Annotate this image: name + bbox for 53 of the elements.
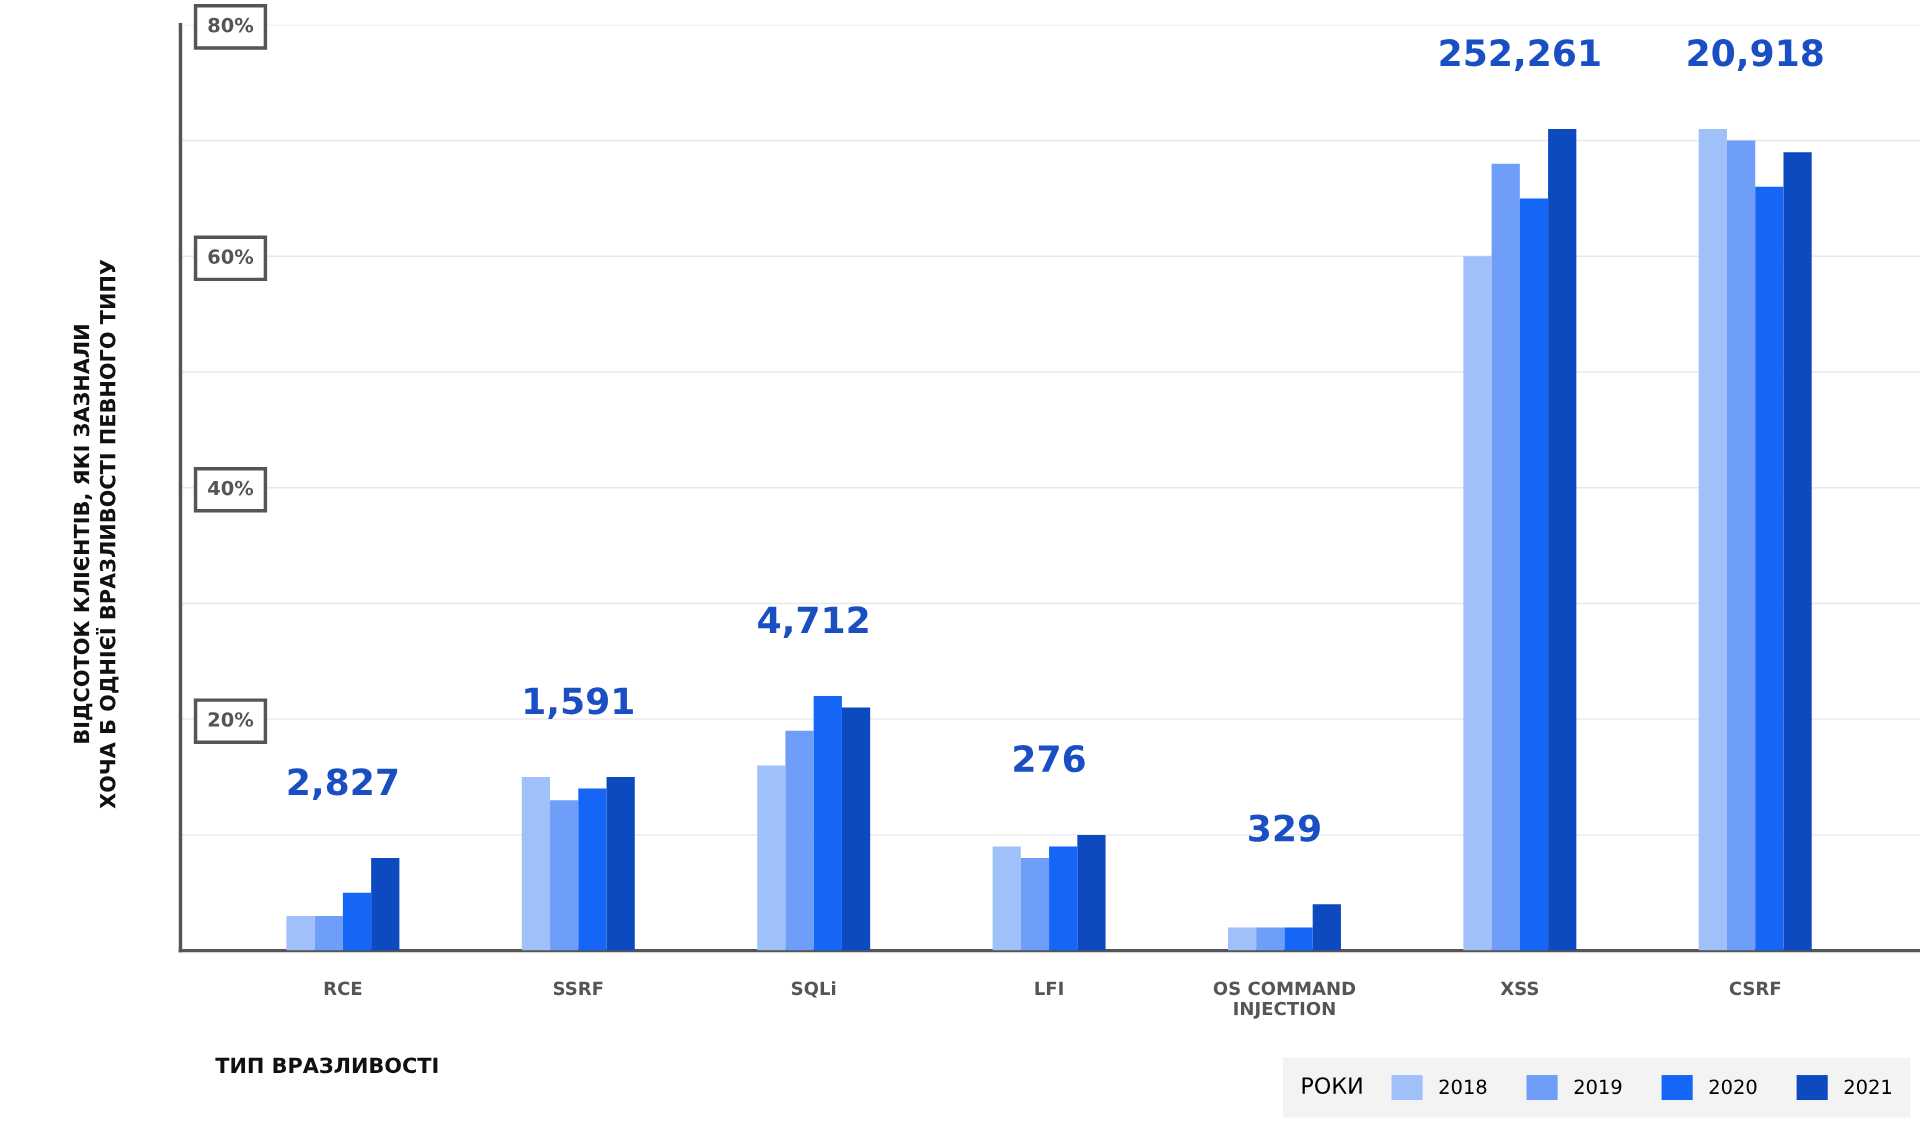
bar: [1284, 927, 1313, 951]
x-tick-label: CSRF: [1729, 981, 1781, 996]
bar: [1312, 904, 1341, 951]
bar: [757, 765, 786, 951]
legend-label: 2019: [1574, 1079, 1622, 1095]
bar: [1077, 834, 1106, 951]
bar: [1519, 198, 1549, 951]
y-tick-label: 40%: [208, 480, 254, 496]
y-tick-label: 60%: [208, 249, 254, 264]
x-tick-label: RCE: [324, 981, 362, 996]
bar: [286, 915, 315, 951]
bar: [578, 788, 607, 951]
bar: [813, 696, 842, 951]
annotation: 1,591: [525, 687, 633, 720]
legend-label: 2021: [1844, 1079, 1891, 1095]
bar: [841, 707, 871, 951]
bar: [1463, 256, 1492, 951]
annotation: 4,712: [758, 606, 868, 639]
bar: [1698, 128, 1727, 951]
annotation: 329: [1249, 814, 1320, 842]
legend-label: 2020: [1709, 1079, 1757, 1095]
bar: [1726, 140, 1756, 951]
x-tick-label: SSRF: [553, 981, 603, 996]
y-tick-label: 20%: [208, 712, 254, 727]
bar: [1227, 927, 1257, 951]
bar: [992, 846, 1021, 951]
bar: [314, 915, 343, 951]
annotation: 252,261: [1440, 39, 1600, 72]
bar: [785, 730, 814, 951]
bar: [1783, 152, 1812, 951]
x-tick-label: SQLi: [791, 981, 836, 998]
x-tick-label: OS COMMAND INJECTION: [1213, 981, 1356, 1019]
legend-label: 2018: [1439, 1079, 1487, 1095]
bar: [342, 892, 372, 951]
bar: [371, 858, 400, 951]
annotation: 276: [1014, 745, 1085, 773]
legend-title: РОКИ: [1302, 1077, 1362, 1094]
x-tick-label: LFI: [1035, 981, 1063, 995]
y-tick-label: 80%: [208, 17, 254, 33]
bar: [1256, 927, 1285, 951]
bar: [550, 800, 579, 951]
bar: [1548, 128, 1577, 951]
annotation: 2,827: [288, 768, 398, 801]
bar: [521, 777, 551, 951]
bar: [1020, 858, 1050, 951]
x-axis-title: ТИП ВРАЗЛИВОСТІ: [215, 1057, 438, 1074]
bar: [1491, 163, 1520, 951]
x-tick-label: XSS: [1500, 981, 1539, 996]
bar: [1049, 846, 1078, 951]
bar: [606, 777, 635, 951]
y-axis-title: ВІДСОТОК КЛІЄНТІВ, ЯКІ ЗАЗНАЛИ ХОЧА Б ОДНІЄЇ ВРАЗЛИВОСТІ ПЕВНОГО ТИПУ: [73, 259, 119, 809]
bar: [1755, 186, 1784, 951]
annotation: 20,918: [1688, 39, 1823, 72]
